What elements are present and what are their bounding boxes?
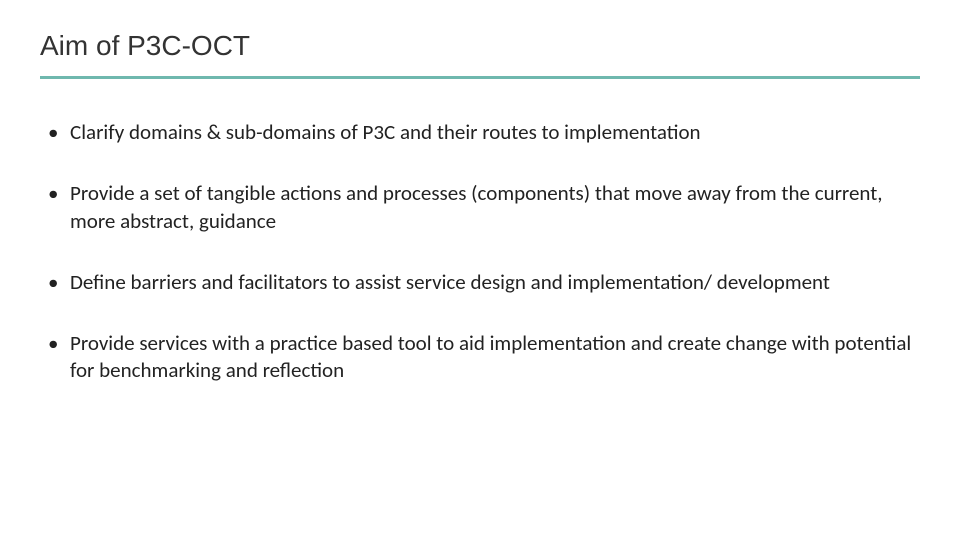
list-item: Clarify domains & sub-domains of P3C and…: [48, 119, 920, 146]
list-item: Provide a set of tangible actions and pr…: [48, 180, 920, 235]
slide-title: Aim of P3C-OCT: [40, 30, 920, 62]
title-underline: [40, 76, 920, 79]
bullet-list: Clarify domains & sub-domains of P3C and…: [40, 119, 920, 385]
slide: Aim of P3C-OCT Clarify domains & sub-dom…: [0, 0, 960, 540]
list-item: Provide services with a practice based t…: [48, 330, 920, 385]
list-item: Define barriers and facilitators to assi…: [48, 269, 920, 296]
